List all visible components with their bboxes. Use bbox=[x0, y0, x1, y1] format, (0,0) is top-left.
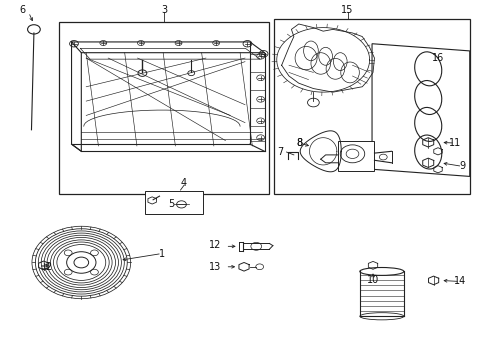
Text: 10: 10 bbox=[367, 275, 379, 285]
Text: 9: 9 bbox=[459, 161, 466, 171]
Text: 4: 4 bbox=[181, 178, 187, 188]
Text: 13: 13 bbox=[209, 262, 221, 272]
Text: 12: 12 bbox=[209, 240, 221, 250]
Text: 8: 8 bbox=[296, 138, 303, 148]
Bar bbox=[338, 140, 374, 171]
Text: 5: 5 bbox=[168, 199, 174, 210]
Bar bbox=[145, 191, 203, 214]
Text: 15: 15 bbox=[342, 5, 354, 15]
Bar bbox=[274, 19, 470, 194]
Text: 16: 16 bbox=[432, 53, 444, 63]
Text: 3: 3 bbox=[161, 5, 168, 15]
Text: 14: 14 bbox=[454, 276, 466, 287]
Text: 8: 8 bbox=[296, 138, 303, 148]
Text: 7: 7 bbox=[277, 147, 283, 157]
Text: 6: 6 bbox=[20, 5, 26, 15]
Bar bbox=[59, 22, 270, 194]
Text: 2: 2 bbox=[46, 262, 52, 272]
Text: 1: 1 bbox=[159, 248, 165, 258]
Text: 11: 11 bbox=[449, 138, 461, 148]
